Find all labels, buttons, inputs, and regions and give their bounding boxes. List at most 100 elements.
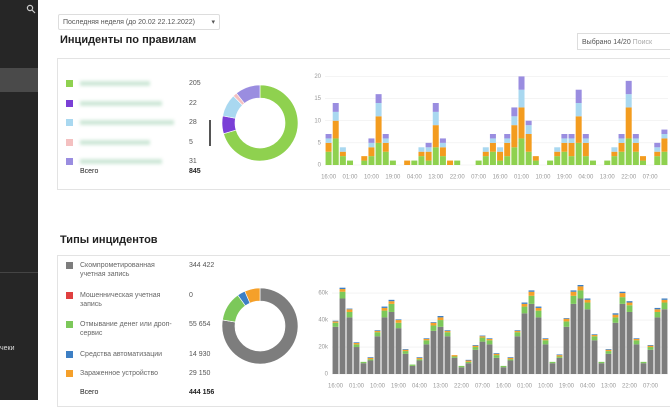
legend-name: Мошенническая учетная запись [80,292,161,308]
bar-segment [598,363,605,374]
selection-box[interactable]: Выбрано 14/20 Поиск [577,33,670,50]
bar-segment [535,307,542,311]
bar-segment [332,320,339,322]
bar-segment [625,107,632,139]
bar-segment [535,317,542,374]
bar-segment [430,325,437,331]
bar-segment [563,321,570,327]
bar-segment [570,295,577,304]
bar-segment [353,344,360,348]
bar-segment [570,290,577,292]
bar-segment [451,357,458,374]
y-tick-label: 0 [325,372,329,378]
legend-swatch [66,158,73,165]
bar-segment [556,354,563,356]
bar-segment [528,303,535,374]
search-icon[interactable] [26,4,36,14]
bar-segment [454,160,461,165]
bar-segment [500,365,507,368]
bar-segment [654,142,661,148]
bar-segment [507,357,514,360]
x-tick-label: 16:00 [321,175,337,181]
bar-segment [346,309,353,312]
bar-segment [497,147,504,152]
bar-segment [382,138,389,143]
bar-segment [654,147,661,152]
bar-segment [633,338,640,341]
bar-segment [332,138,339,165]
legend-name-blurred [80,120,174,125]
y-tick-label: 0 [318,163,322,169]
menu-label[interactable]: чеки [0,345,15,352]
y-tick-label: 60k [318,291,329,297]
bar-segment [591,340,598,374]
x-tick-label: 19:00 [559,384,575,390]
bar-segment [418,151,425,157]
bar-segment [514,332,521,337]
bar-segment [382,134,389,139]
donut-segment [244,287,261,304]
bar-segment [423,340,430,345]
bar-segment [633,338,640,339]
bar-segment [612,314,619,318]
legend-swatch [66,100,73,107]
bar-segment [561,134,568,139]
active-menu-item[interactable] [0,68,38,92]
bar-segment [549,363,556,374]
x-tick-label: 10:00 [538,384,554,390]
bar-segment [582,138,589,143]
bar-segment [625,80,632,95]
bar-segment [507,360,514,374]
bar-segment [575,103,582,117]
period-dropdown[interactable]: Последняя неделя (до 20.02 22.12.2022) ▾ [58,14,220,30]
bar-segment [497,151,504,161]
bar-segment [507,357,514,358]
x-tick-label: 01:00 [343,175,359,181]
bar-segment [618,151,625,165]
bar-segment [367,357,374,360]
bar-segment [486,338,493,341]
x-tick-label: 07:00 [643,384,659,390]
x-tick-label: 22:00 [454,384,470,390]
bar-segment [374,330,381,331]
bar-segment [332,322,339,327]
bar-segment [439,142,446,148]
legend-value: 55 654 [189,321,211,328]
bar-segment [339,156,346,165]
bar-segment [395,328,402,374]
x-tick-label: 04:00 [580,384,596,390]
search-input[interactable]: Поиск [632,39,653,46]
total-label: Всего [80,389,99,396]
bar-segment [511,116,518,126]
x-tick-label: 07:00 [471,175,487,181]
bar-segment [489,151,496,165]
bar-segment [418,147,425,152]
y-tick-label: 20k [318,345,329,351]
bar-segment [425,142,432,148]
x-tick-label: 16:00 [493,175,509,181]
x-tick-label: 01:00 [349,384,365,390]
bar-segment [493,355,500,358]
bar-segment [568,138,575,143]
bar-segment [647,345,654,348]
bar-segment [563,318,570,319]
bar-segment [528,291,535,296]
bar-segment [353,347,360,374]
bar-segment [402,349,409,352]
bar-segment [661,134,668,139]
bar-segment [430,322,437,326]
bar-segment [556,355,563,357]
scrollbar[interactable] [209,120,211,146]
x-tick-label: 01:00 [514,175,530,181]
bar-segment [518,76,525,90]
bar-segment [444,332,451,337]
bar-segment [654,156,661,165]
bar-segment [640,363,647,374]
bar-segment [542,340,549,345]
bar-segment [346,317,353,374]
bar-segment [425,160,432,165]
bar-segment [472,349,479,374]
bar-segment [632,138,639,143]
bar-segment [381,317,388,374]
bar-segment [582,142,589,157]
